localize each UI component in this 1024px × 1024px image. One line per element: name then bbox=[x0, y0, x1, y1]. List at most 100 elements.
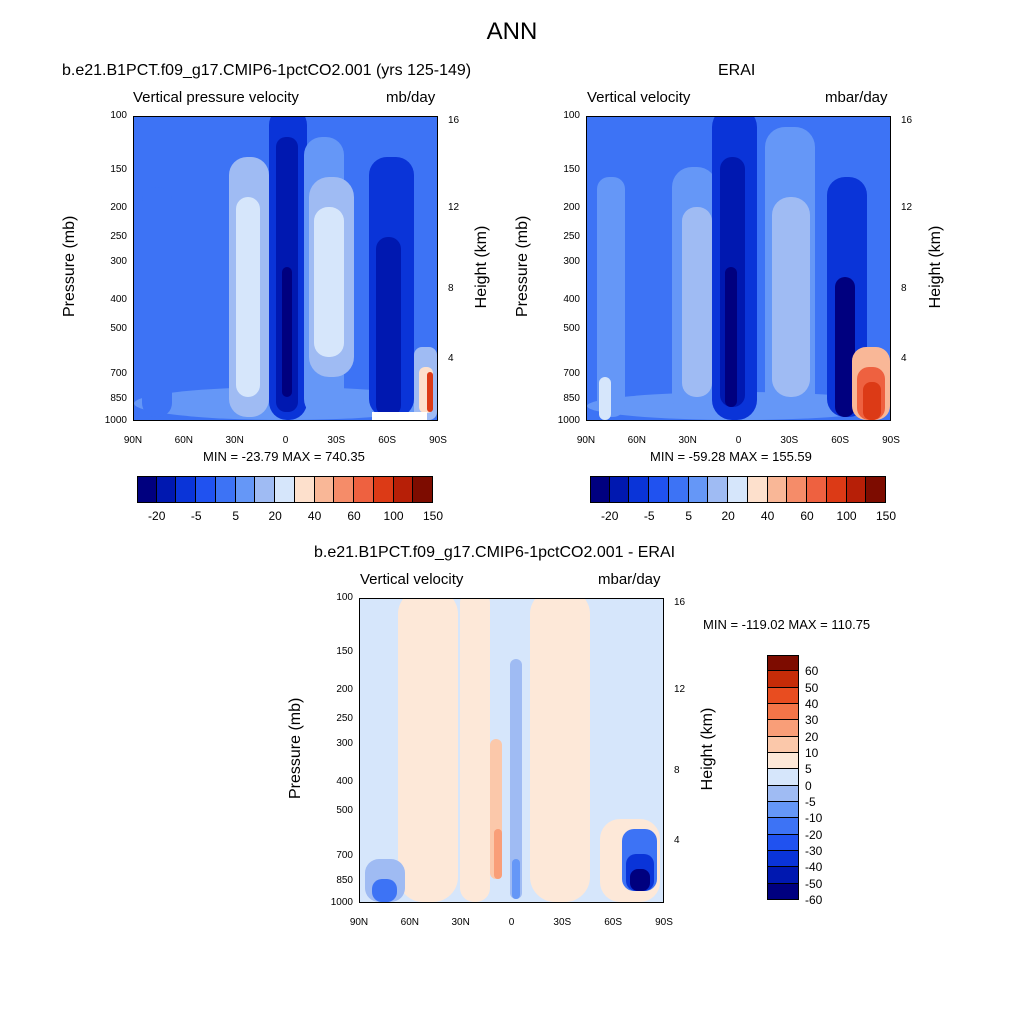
latitude-tick-label: 30S bbox=[553, 917, 572, 928]
colorbar-swatch bbox=[373, 476, 394, 503]
pressure-tick-label: 150 bbox=[110, 163, 127, 175]
colorbar-swatch bbox=[176, 476, 197, 503]
latitude-tick-label: 60N bbox=[174, 435, 193, 446]
colorbar-label: 40 bbox=[307, 509, 322, 523]
colorbar-swatch bbox=[767, 785, 799, 802]
contour-band bbox=[372, 879, 397, 902]
colorbar-frame bbox=[767, 655, 799, 900]
pressure-tick-label: 850 bbox=[563, 393, 580, 405]
pressure-tick-label: 100 bbox=[110, 110, 127, 121]
colorbar-swatch bbox=[255, 476, 276, 503]
colorbar-swatch bbox=[649, 476, 669, 503]
pressure-tick-label: 300 bbox=[563, 255, 580, 267]
pressure-tick-label: 400 bbox=[563, 293, 580, 305]
y-axis-label: Pressure (mb) bbox=[61, 215, 78, 317]
colorbar-swatch bbox=[668, 476, 689, 503]
colorbar-label: 40 bbox=[805, 697, 819, 711]
colorbar-label: 40 bbox=[760, 509, 775, 523]
colorbar-label: 60 bbox=[347, 509, 361, 523]
colorbar-swatch bbox=[393, 476, 414, 503]
colorbar-swatch bbox=[294, 476, 315, 503]
contour-band bbox=[725, 267, 737, 407]
colorbar-swatch bbox=[767, 802, 799, 819]
contour-band bbox=[863, 382, 881, 420]
pressure-tick-label: 250 bbox=[110, 231, 127, 243]
min-max-text: MIN = -23.79 MAX = 740.35 bbox=[203, 449, 365, 464]
latitude-tick-label: 90N bbox=[576, 435, 596, 446]
latitude-tick-label: 90S bbox=[429, 435, 447, 446]
contour-band bbox=[398, 599, 458, 902]
colorbar-label: 20 bbox=[268, 509, 282, 523]
y-axis-label: Pressure (mb) bbox=[287, 697, 304, 799]
y-axis-label: Pressure (mb) bbox=[514, 215, 531, 317]
contour-band bbox=[494, 829, 502, 879]
colorbar-label: 150 bbox=[422, 509, 444, 523]
pressure-tick-label: 1000 bbox=[104, 415, 127, 426]
figure-title: ANN bbox=[486, 18, 538, 45]
colorbar-label: -50 bbox=[805, 876, 823, 891]
colorbar-label: 100 bbox=[836, 509, 857, 523]
latitude-tick-label: 90N bbox=[123, 435, 143, 446]
pressure-tick-label: 850 bbox=[110, 393, 127, 405]
colorbar-label: -20 bbox=[148, 509, 166, 523]
contour-field bbox=[134, 117, 437, 420]
colorbar-label: 60 bbox=[800, 509, 814, 523]
latitude-tick-label: 30S bbox=[780, 435, 799, 446]
min-max-text: MIN = -59.28 MAX = 155.59 bbox=[650, 449, 812, 464]
panel-title: b.e21.B1PCT.f09_g17.CMIP6-1pctCO2.001 (y… bbox=[62, 62, 472, 79]
latitude-tick-label: 60N bbox=[400, 917, 419, 928]
contour-band bbox=[630, 869, 650, 891]
colorbar-label: -30 bbox=[805, 844, 823, 858]
latitude-tick-label: 90S bbox=[655, 917, 673, 928]
pressure-tick-label: 700 bbox=[110, 367, 127, 379]
latitude-tick-label: 0 bbox=[508, 917, 515, 928]
colorbar-label: 60 bbox=[805, 664, 819, 679]
colorbar-label: 5 bbox=[805, 762, 812, 777]
variable-label: Vertical velocity bbox=[587, 89, 691, 106]
pressure-tick-label: 400 bbox=[110, 293, 127, 305]
pressure-tick-label: 400 bbox=[336, 775, 353, 787]
latitude-tick-label: 30S bbox=[327, 435, 346, 446]
height-tick-label: 16 bbox=[901, 115, 913, 127]
latitude-tick-label: 60S bbox=[831, 435, 850, 446]
colorbar-swatch bbox=[629, 476, 650, 503]
contour-band bbox=[314, 207, 344, 357]
contour-band bbox=[236, 197, 260, 397]
pressure-tick-label: 150 bbox=[563, 163, 580, 175]
colorbar-swatch bbox=[866, 476, 886, 503]
colorbar-swatch bbox=[413, 476, 433, 503]
contour-band bbox=[597, 177, 625, 417]
pressure-tick-label: 250 bbox=[336, 713, 353, 725]
colorbar-swatch bbox=[275, 476, 295, 503]
colorbar-label: 20 bbox=[721, 509, 735, 523]
colorbar-swatch bbox=[767, 834, 799, 851]
units-label: mbar/day bbox=[598, 571, 661, 588]
colorbar-swatch bbox=[826, 476, 847, 503]
latitude-tick-label: 90N bbox=[349, 917, 369, 928]
colorbar-swatch bbox=[767, 704, 799, 721]
colorbar-swatch bbox=[137, 476, 157, 503]
contour-field bbox=[587, 117, 890, 420]
contour-band bbox=[460, 599, 490, 902]
colorbar-label: -5 bbox=[190, 509, 202, 523]
colorbar-swatch bbox=[767, 883, 799, 900]
colorbar-swatch bbox=[156, 476, 177, 503]
colorbar-frame bbox=[137, 476, 433, 503]
colorbar-label: 50 bbox=[805, 680, 819, 695]
latitude-tick-label: 0 bbox=[282, 435, 289, 446]
colorbar-swatch bbox=[314, 476, 335, 503]
contour-plot bbox=[359, 598, 664, 903]
height-tick-label: 4 bbox=[674, 834, 680, 846]
contour-band bbox=[599, 377, 611, 420]
contour-field bbox=[360, 599, 663, 902]
height-tick-label: 12 bbox=[448, 201, 460, 213]
latitude-tick-label: 60S bbox=[378, 435, 397, 446]
colorbar-swatch bbox=[767, 671, 799, 688]
colorbar-swatch bbox=[235, 476, 256, 503]
colorbar-label: 0 bbox=[805, 778, 812, 793]
latitude-tick-label: 60N bbox=[627, 435, 646, 446]
colorbar-label: 150 bbox=[875, 509, 897, 523]
contour-band bbox=[427, 372, 433, 412]
contour-band bbox=[142, 187, 172, 417]
colorbar-swatch bbox=[215, 476, 236, 503]
